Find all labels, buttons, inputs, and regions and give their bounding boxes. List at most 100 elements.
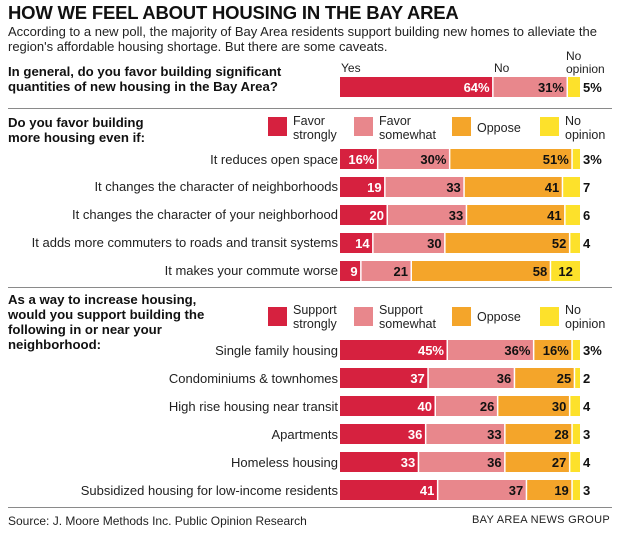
legend-label-oppose: Oppose bbox=[477, 121, 521, 135]
bar-c1-r1-favor-strongly bbox=[340, 177, 385, 197]
value-label-c2-r0-oppose: 16% bbox=[543, 343, 569, 358]
question-2: Do you favor building more housing even … bbox=[8, 115, 146, 145]
legend-swatch-support-strongly bbox=[268, 307, 287, 326]
value-label-c2-r5-oppose: 19 bbox=[554, 483, 568, 498]
value-label-c1-r2-favor-strongly: 20 bbox=[370, 208, 384, 223]
bar-c2-r3-no-opinion bbox=[572, 424, 580, 444]
row-label-character-neighborhoods: It changes the character of neighborhood… bbox=[94, 179, 338, 194]
row-label-more-commuters: It adds more commuters to roads and tran… bbox=[31, 235, 338, 250]
legend-label-support-strongly: Support strongly bbox=[293, 303, 337, 331]
bar-c1-r3-favor-strongly bbox=[340, 233, 373, 253]
legend-swatch-favor-somewhat bbox=[354, 117, 373, 136]
bar-c1-r4-favor-somewhat bbox=[361, 261, 411, 281]
row-label-subsidized: Subsidized housing for low-income reside… bbox=[80, 483, 338, 498]
bar-c0-r0-no-opinion bbox=[568, 77, 580, 97]
value-label-c2-r0-no-opinion: 3% bbox=[583, 343, 602, 358]
value-label-c0-r0-yes: 64% bbox=[464, 80, 490, 95]
value-label-c2-r2-support-strongly: 40 bbox=[418, 399, 432, 414]
value-label-c2-r0-support-somewhat: 36% bbox=[504, 343, 530, 358]
bar-c1-r3-no-opinion bbox=[570, 233, 580, 253]
legend-swatch-no-opinion bbox=[540, 117, 559, 136]
row-label-homeless: Homeless housing bbox=[231, 455, 338, 470]
bar-c1-r1-favor-somewhat bbox=[385, 177, 464, 197]
legend-label-favor-strongly: Favor strongly bbox=[293, 114, 337, 142]
col-header-yes: Yes bbox=[341, 61, 361, 75]
value-label-c1-r3-favor-strongly: 14 bbox=[355, 236, 370, 251]
bar-c0-r0-no bbox=[493, 77, 567, 97]
value-label-c2-r5-support-strongly: 41 bbox=[420, 483, 434, 498]
chart-title: HOW WE FEEL ABOUT HOUSING IN THE BAY ARE… bbox=[8, 2, 459, 23]
bar-c2-r5-support-strongly bbox=[340, 480, 437, 500]
bar-c2-r3-support-strongly bbox=[340, 424, 425, 444]
value-label-c2-r2-support-somewhat: 26 bbox=[480, 399, 494, 414]
bar-c1-r0-no-opinion bbox=[572, 149, 580, 169]
value-label-c2-r3-no-opinion: 3 bbox=[583, 427, 590, 442]
legend-label-favor-somewhat: Favor somewhat bbox=[379, 114, 436, 142]
bar-c2-r1-oppose bbox=[515, 368, 574, 388]
bar-c1-r4-favor-strongly bbox=[340, 261, 361, 281]
bar-c2-r1-no-opinion bbox=[575, 368, 580, 388]
bar-c1-r0-favor-somewhat bbox=[378, 149, 449, 169]
value-label-c1-r4-favor-somewhat: 21 bbox=[394, 264, 408, 279]
value-label-c1-r1-favor-somewhat: 33 bbox=[446, 180, 460, 195]
bar-c2-r0-support-somewhat bbox=[448, 340, 533, 360]
legend-swatch-no-opinion-3 bbox=[540, 307, 559, 326]
legend-label-no-opinion: No opinion bbox=[565, 114, 606, 142]
bar-c1-r2-favor-somewhat bbox=[388, 205, 466, 225]
value-label-c2-r1-oppose: 25 bbox=[557, 371, 571, 386]
value-label-c2-r2-oppose: 30 bbox=[552, 399, 566, 414]
bar-c1-r4-oppose bbox=[412, 261, 550, 281]
legend-swatch-support-somewhat bbox=[354, 307, 373, 326]
value-label-c1-r1-no-opinion: 7 bbox=[583, 180, 590, 195]
section-divider-2 bbox=[8, 287, 612, 288]
value-label-c2-r4-support-somewhat: 36 bbox=[487, 455, 501, 470]
legend-swatch-favor-strongly bbox=[268, 117, 287, 136]
value-label-c1-r0-oppose: 51% bbox=[543, 152, 569, 167]
value-label-c2-r5-no-opinion: 3 bbox=[583, 483, 590, 498]
bar-c1-r1-no-opinion bbox=[563, 177, 580, 197]
value-label-c2-r3-support-somewhat: 33 bbox=[487, 427, 501, 442]
value-label-c2-r4-no-opinion: 4 bbox=[583, 455, 591, 470]
row-label-character-your-neighborhood: It changes the character of your neighbo… bbox=[72, 207, 338, 222]
row-label-commute-worse: It makes your commute worse bbox=[164, 263, 338, 278]
value-label-c1-r2-oppose: 41 bbox=[547, 208, 561, 223]
value-label-c1-r1-favor-strongly: 19 bbox=[367, 180, 381, 195]
value-label-c2-r2-no-opinion: 4 bbox=[583, 399, 591, 414]
question-1: In general, do you favor building signif… bbox=[8, 64, 282, 94]
row-label-high-rise: High rise housing near transit bbox=[168, 399, 338, 414]
bar-c2-r1-support-strongly bbox=[340, 368, 428, 388]
value-label-c1-r0-favor-strongly: 16% bbox=[348, 152, 374, 167]
bar-c2-r2-support-somewhat bbox=[436, 396, 497, 416]
value-label-c1-r3-favor-somewhat: 30 bbox=[427, 236, 441, 251]
value-label-c1-r4-oppose: 58 bbox=[533, 264, 547, 279]
bar-c2-r2-no-opinion bbox=[570, 396, 580, 416]
bar-c2-r5-oppose bbox=[527, 480, 572, 500]
footer-divider bbox=[8, 507, 612, 508]
value-label-c2-r3-oppose: 28 bbox=[554, 427, 568, 442]
legend-label-oppose-3: Oppose bbox=[477, 310, 521, 324]
value-label-c1-r2-favor-somewhat: 33 bbox=[449, 208, 463, 223]
value-label-c0-r0-no-opinion: 5% bbox=[583, 80, 602, 95]
bar-c2-r0-support-strongly bbox=[340, 340, 447, 360]
bar-c2-r1-support-somewhat bbox=[428, 368, 514, 388]
value-label-c1-r2-no-opinion: 6 bbox=[583, 208, 590, 223]
legend-label-no-opinion-3: No opinion bbox=[565, 303, 606, 331]
value-label-c1-r1-oppose: 41 bbox=[545, 180, 559, 195]
col-header-no: No bbox=[494, 61, 510, 75]
value-label-c1-r4-favor-strongly: 9 bbox=[350, 264, 357, 279]
value-label-c2-r5-support-somewhat: 37 bbox=[509, 483, 523, 498]
value-label-c0-r0-no: 31% bbox=[538, 80, 564, 95]
bar-c1-r3-favor-somewhat bbox=[373, 233, 445, 253]
col-header-no-opinion: No opinion bbox=[566, 49, 605, 76]
value-label-c1-r3-oppose: 52 bbox=[552, 236, 566, 251]
bar-c2-r3-oppose bbox=[505, 424, 572, 444]
bar-c1-r3-oppose bbox=[445, 233, 569, 253]
bar-c1-r2-favor-strongly bbox=[340, 205, 387, 225]
bar-c2-r2-support-strongly bbox=[340, 396, 435, 416]
value-label-c2-r3-support-strongly: 36 bbox=[408, 427, 422, 442]
bar-c2-r5-no-opinion bbox=[572, 480, 580, 500]
bar-c2-r0-oppose bbox=[534, 340, 572, 360]
bar-c1-r1-oppose bbox=[464, 177, 562, 197]
legend-label-support-somewhat: Support somewhat bbox=[379, 303, 436, 331]
value-label-c2-r4-oppose: 27 bbox=[552, 455, 566, 470]
